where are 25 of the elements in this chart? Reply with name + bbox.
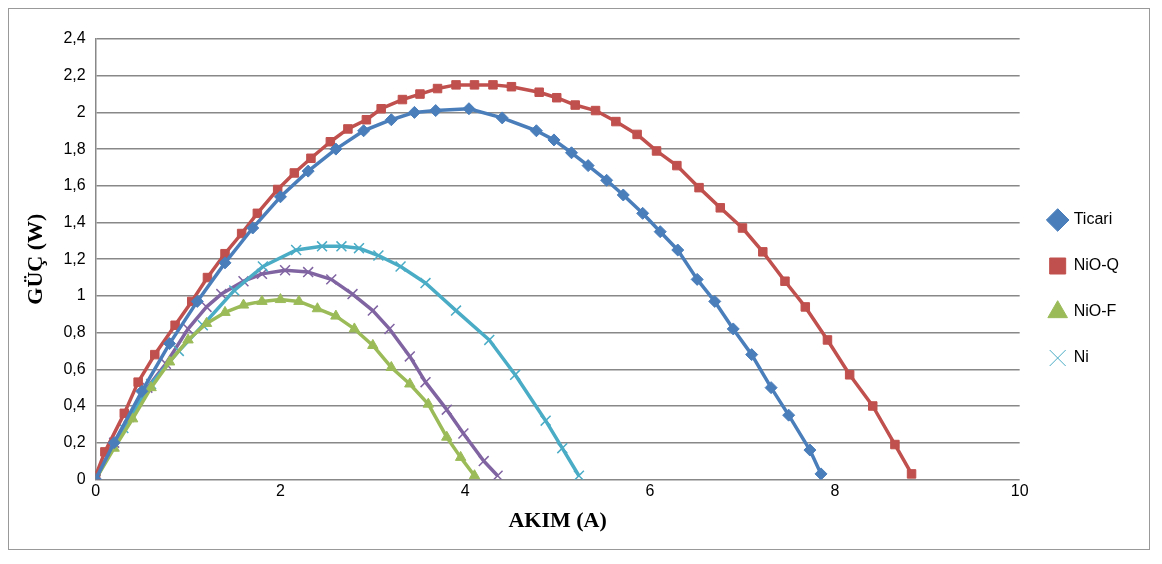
y-tick-label: 2,4 <box>63 29 86 47</box>
x-tick-label: 6 <box>645 482 655 500</box>
y-tick-label: 2 <box>76 102 86 120</box>
x-axis-title: AKIM (A) <box>508 507 607 533</box>
y-tick-label: 1,2 <box>63 249 86 267</box>
y-tick-label: 1,6 <box>63 176 86 194</box>
y-tick-label: 0,4 <box>63 396 86 414</box>
y-tick-label: 0 <box>76 469 86 487</box>
legend-label: NiO-F <box>1073 302 1117 320</box>
legend-label: Ni <box>1073 348 1089 366</box>
legend-label: Ticari <box>1073 210 1113 228</box>
y-tick-label: 1,4 <box>63 212 86 230</box>
y-tick-label: 1 <box>76 286 86 304</box>
y-tick-label: 1,8 <box>63 139 86 157</box>
x-tick-label: 4 <box>460 482 470 500</box>
legend-label: NiO-Q <box>1073 256 1119 274</box>
x-tick-label: 2 <box>275 482 285 500</box>
y-axis-title: GÜÇ (W) <box>21 213 47 305</box>
y-tick-label: 0,8 <box>63 323 86 341</box>
y-tick-label: 2,2 <box>63 66 86 84</box>
x-tick-label: 0 <box>91 482 101 500</box>
x-tick-label: 8 <box>830 482 840 500</box>
x-tick-label: 10 <box>1010 482 1029 500</box>
y-tick-label: 0,2 <box>63 433 86 451</box>
y-tick-label: 0,6 <box>63 359 86 377</box>
